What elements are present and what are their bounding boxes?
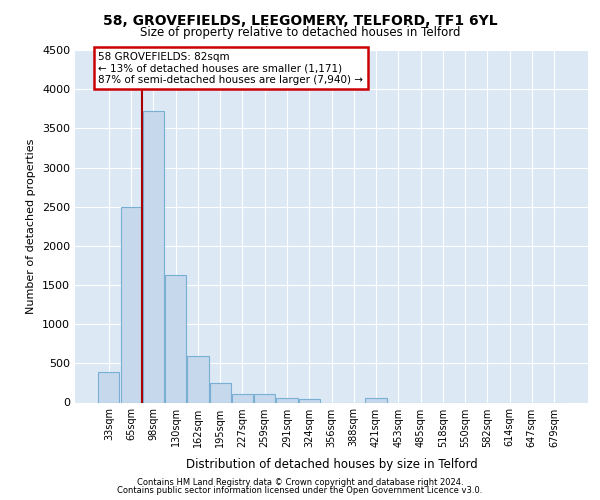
Bar [232,394,253,402]
Text: 58, GROVEFIELDS, LEEGOMERY, TELFORD, TF1 6YL: 58, GROVEFIELDS, LEEGOMERY, TELFORD, TF1… [103,14,497,28]
Bar [187,356,209,403]
Bar [299,398,320,402]
Text: Contains public sector information licensed under the Open Government Licence v3: Contains public sector information licen… [118,486,482,495]
Bar [121,206,142,402]
Text: Contains HM Land Registry data © Crown copyright and database right 2024.: Contains HM Land Registry data © Crown c… [137,478,463,487]
Text: Size of property relative to detached houses in Telford: Size of property relative to detached ho… [140,26,460,39]
Bar [98,372,119,402]
Bar [277,398,298,402]
Bar [209,383,231,402]
Text: 58 GROVEFIELDS: 82sqm
← 13% of detached houses are smaller (1,171)
87% of semi-d: 58 GROVEFIELDS: 82sqm ← 13% of detached … [98,52,363,85]
Bar [143,111,164,403]
Bar [165,275,186,402]
Bar [254,394,275,402]
Y-axis label: Number of detached properties: Number of detached properties [26,138,37,314]
Bar [365,398,386,402]
X-axis label: Distribution of detached houses by size in Telford: Distribution of detached houses by size … [185,458,478,471]
